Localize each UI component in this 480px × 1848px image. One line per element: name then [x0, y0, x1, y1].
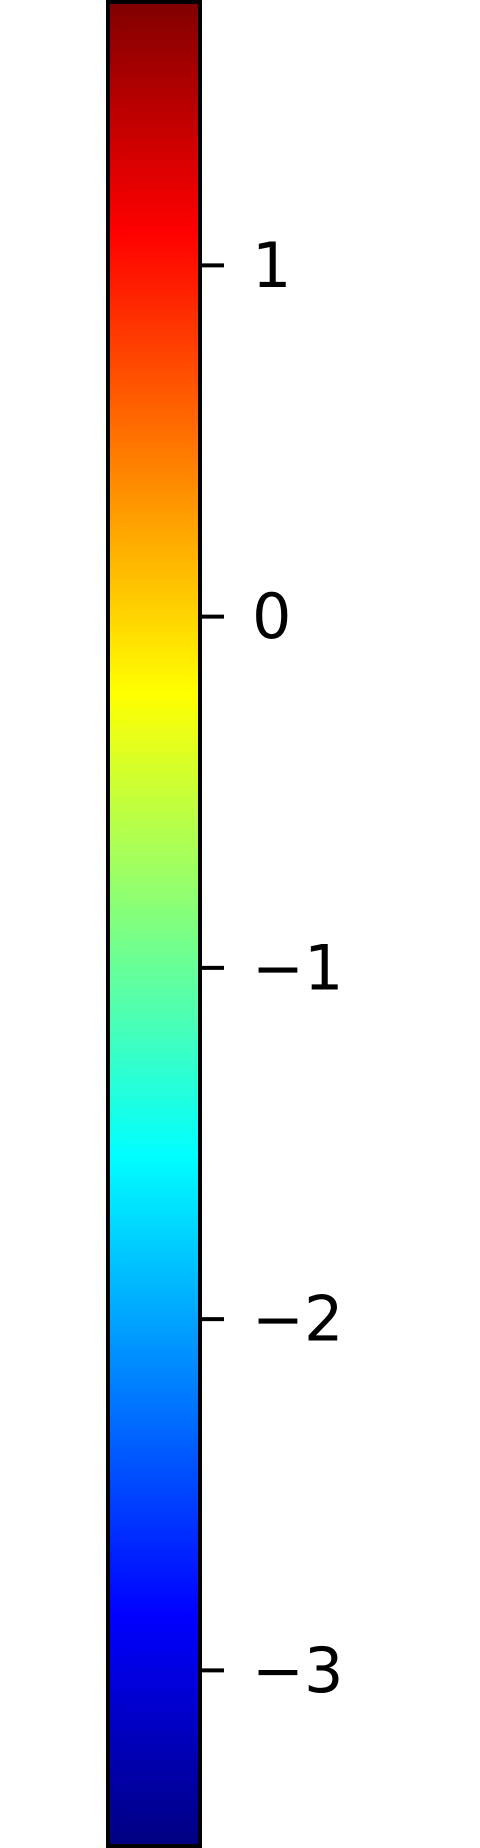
colorbar-tick-label: 0	[252, 580, 291, 653]
colorbar-gradient	[108, 2, 200, 1846]
colorbar-frame	[106, 0, 202, 1848]
colorbar-tick-label: −3	[252, 1634, 343, 1707]
colorbar-tick-label: 1	[252, 229, 291, 302]
colorbar-ticks: 1 0 −1 −2 −3	[200, 229, 343, 1707]
colorbar-tick-label: −2	[252, 1283, 343, 1356]
colorbar-tick-label: −1	[252, 931, 343, 1004]
